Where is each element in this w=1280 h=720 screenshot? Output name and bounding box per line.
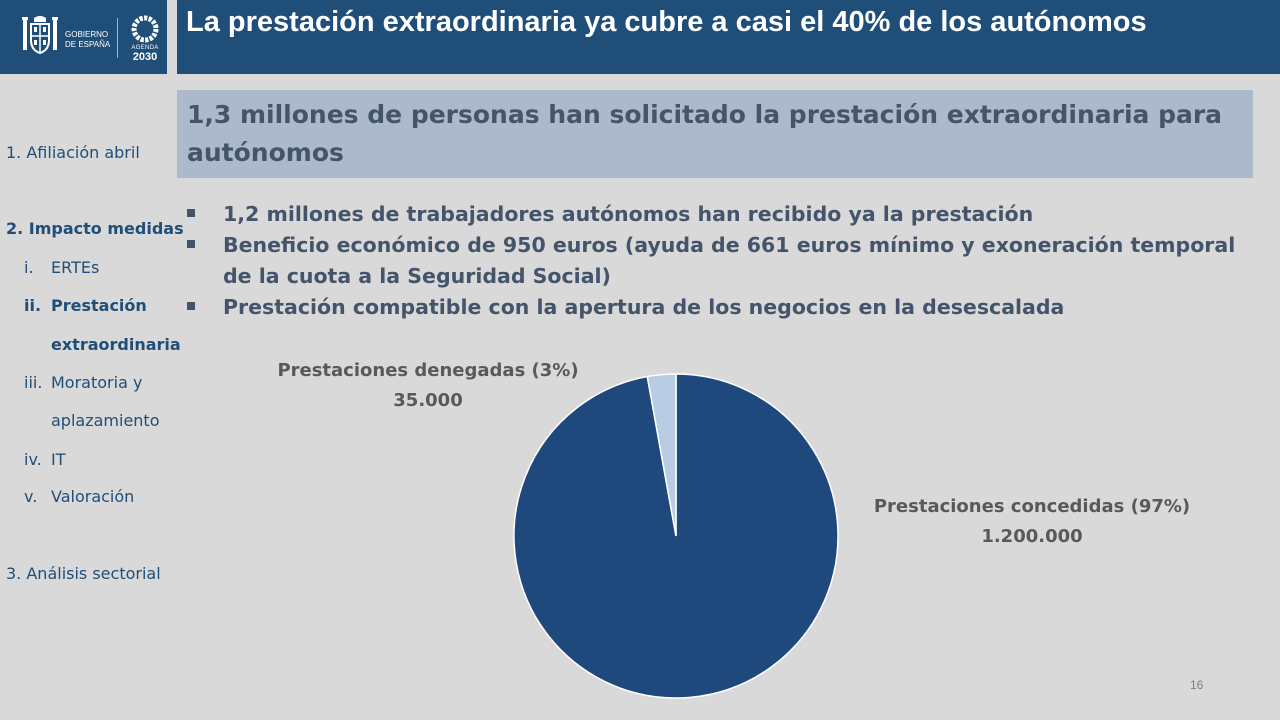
header-title-bar	[177, 0, 1280, 74]
gobierno-logo-line1: GOBIERNO	[65, 30, 109, 39]
label-concedidas: Prestaciones concedidas (97%) 1.200.000	[866, 492, 1198, 552]
gobierno-logo-line2: DE ESPAÑA	[65, 40, 111, 49]
square-bullet-icon	[187, 240, 195, 248]
sub-number: i.	[24, 258, 34, 277]
bullet-text: 1,2 millones de trabajadores autónomos h…	[223, 202, 1034, 226]
sub-label: Prestación	[51, 296, 147, 315]
label-denegadas-value: 35.000	[393, 390, 463, 411]
subtitle-banner	[177, 90, 1253, 178]
gobierno-logo-text: GOBIERNO DE ESPAÑA	[65, 30, 110, 50]
sidebar-item-afiliacion[interactable]: 1. Afiliación abril	[6, 143, 140, 163]
bullet-list: 1,2 millones de trabajadores autónomos h…	[187, 199, 1247, 323]
sub-label: IT	[51, 450, 66, 469]
coat-of-arms-icon	[22, 16, 58, 55]
sub-number: v.	[24, 487, 38, 506]
sub-label: extraordinaria	[51, 335, 181, 354]
sidebar-subitem-it[interactable]: iv. IT	[24, 450, 174, 470]
sidebar-subitem-moratoria[interactable]: iii. Moratoria y	[24, 373, 174, 393]
agenda-logo-line1: AGENDA	[131, 45, 159, 51]
pie-slice-denegadas	[646, 373, 677, 537]
label-concedidas-title: Prestaciones concedidas (97%)	[873, 496, 1191, 517]
nav-label: Análisis sectorial	[26, 564, 161, 583]
pie-slice-concedidas	[513, 373, 839, 699]
nav-number: 1.	[6, 143, 22, 162]
sidebar-subitem-prestacion[interactable]: ii. Prestación	[24, 296, 174, 316]
sidebar-subitem-ertes[interactable]: i. ERTEs	[24, 258, 174, 278]
square-bullet-icon	[187, 209, 195, 217]
nav-label: Impacto medidas	[28, 219, 184, 238]
slide-title: La prestación extraordinaria ya cubre a …	[186, 6, 1147, 38]
label-denegadas-title: Prestaciones denegadas (3%)	[277, 360, 579, 381]
sub-number: iii.	[24, 373, 43, 392]
bullet-text: Beneficio económico de 950 euros (ayuda …	[223, 233, 1236, 288]
agenda-2030-text: AGENDA 2030	[127, 44, 163, 63]
sub-label: aplazamiento	[51, 411, 160, 430]
agenda-logo-line2: 2030	[132, 51, 158, 63]
sidebar-item-analisis-sectorial[interactable]: 3. Análisis sectorial	[6, 564, 161, 584]
sidebar-nav: 1. Afiliación abril 2. Impacto medidas i…	[0, 0, 184, 720]
sidebar-subitem-valoracion[interactable]: v. Valoración	[24, 487, 174, 507]
bullet-item: 1,2 millones de trabajadores autónomos h…	[187, 199, 1247, 230]
page-number: 16	[1190, 678, 1204, 692]
square-bullet-icon	[187, 302, 195, 310]
agenda-2030-icon	[131, 15, 159, 43]
sub-label: Moratoria y	[51, 373, 143, 392]
sidebar-subitem-prestacion-cont[interactable]: extraordinaria	[24, 335, 181, 355]
label-denegadas: Prestaciones denegadas (3%) 35.000	[270, 356, 586, 416]
sub-label: Valoración	[51, 487, 135, 506]
bullet-item: Prestación compatible con la apertura de…	[187, 292, 1247, 323]
label-concedidas-value: 1.200.000	[981, 526, 1083, 547]
logo-divider	[117, 18, 118, 58]
nav-number: 3.	[6, 564, 22, 583]
nav-number: 2.	[6, 219, 24, 238]
nav-label: Afiliación abril	[26, 143, 140, 162]
bullet-item: Beneficio económico de 950 euros (ayuda …	[187, 230, 1247, 292]
sub-label: ERTEs	[51, 258, 100, 277]
sub-number: ii.	[24, 296, 42, 315]
sidebar-item-impacto-medidas[interactable]: 2. Impacto medidas	[6, 219, 184, 239]
sub-number: iv.	[24, 450, 42, 469]
bullet-text: Prestación compatible con la apertura de…	[223, 295, 1065, 319]
slide-subtitle: 1,3 millones de personas han solicitado …	[187, 100, 1223, 167]
sidebar-subitem-moratoria-cont[interactable]: aplazamiento	[24, 411, 174, 431]
